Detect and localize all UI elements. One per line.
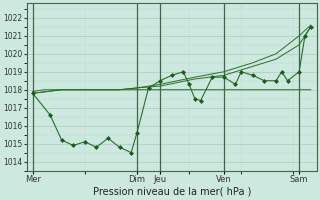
X-axis label: Pression niveau de la mer( hPa ): Pression niveau de la mer( hPa )	[92, 187, 251, 197]
